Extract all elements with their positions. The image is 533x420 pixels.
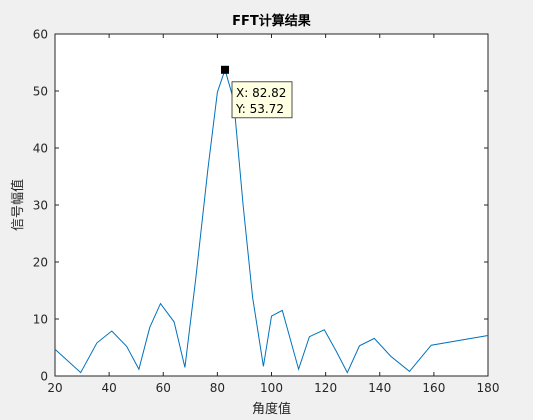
x-tick-label: 140	[368, 381, 391, 395]
chart-title: FFT计算结果	[232, 13, 311, 29]
x-axis-ticks: 20 40 60 80 100 120 140 160 180	[47, 34, 499, 395]
x-tick-label: 40	[101, 381, 116, 395]
data-point	[54, 348, 57, 351]
x-tick-label: 80	[210, 381, 225, 395]
data-point	[323, 328, 326, 331]
data-point	[389, 355, 392, 358]
data-point	[79, 371, 82, 374]
y-tick-label: 40	[33, 142, 48, 156]
data-point	[183, 366, 186, 369]
data-point	[262, 365, 265, 368]
data-point	[270, 315, 273, 318]
data-point	[216, 91, 219, 94]
datatip-marker[interactable]	[221, 65, 230, 74]
y-axis-label: 信号幅值	[10, 179, 26, 231]
data-point	[297, 368, 300, 371]
x-axis-label: 角度值	[252, 401, 291, 417]
data-point	[137, 368, 140, 371]
data-point	[281, 309, 284, 312]
y-tick-label: 0	[40, 370, 48, 384]
data-point	[173, 320, 176, 323]
data-point	[148, 326, 151, 329]
data-point	[408, 370, 411, 373]
datatip[interactable]: X: 82.82 Y: 53.72	[231, 81, 293, 119]
y-axis-ticks: 0 10 20 30 40 50 60	[33, 28, 488, 384]
y-tick-label: 30	[33, 199, 48, 213]
data-point	[110, 329, 113, 332]
data-point	[95, 341, 98, 344]
y-tick-label: 10	[33, 313, 48, 327]
data-point	[335, 350, 338, 353]
data-point	[251, 296, 254, 299]
x-tick-label: 60	[156, 381, 171, 395]
data-point	[358, 344, 361, 347]
data-point	[194, 278, 197, 281]
data-point	[430, 344, 433, 347]
datatip-y-text: Y: 53.72	[235, 102, 284, 116]
data-point	[125, 345, 128, 348]
datatip-box	[231, 81, 293, 119]
x-tick-label: 20	[47, 381, 62, 395]
data-point	[206, 168, 209, 171]
y-tick-label: 20	[33, 256, 48, 270]
y-tick-label: 60	[33, 28, 48, 42]
x-tick-label: 100	[260, 381, 283, 395]
data-point	[487, 334, 490, 337]
x-tick-label: 120	[314, 381, 337, 395]
x-tick-label: 180	[477, 381, 500, 395]
data-point	[159, 302, 162, 305]
data-point	[373, 337, 376, 340]
data-point	[346, 371, 349, 374]
y-tick-label: 50	[33, 85, 48, 99]
x-tick-label: 160	[422, 381, 445, 395]
fft-series-line[interactable]	[54, 68, 489, 374]
data-point	[308, 335, 311, 338]
data-point	[242, 204, 245, 207]
datatip-x-text: X: 82.82	[236, 86, 286, 100]
